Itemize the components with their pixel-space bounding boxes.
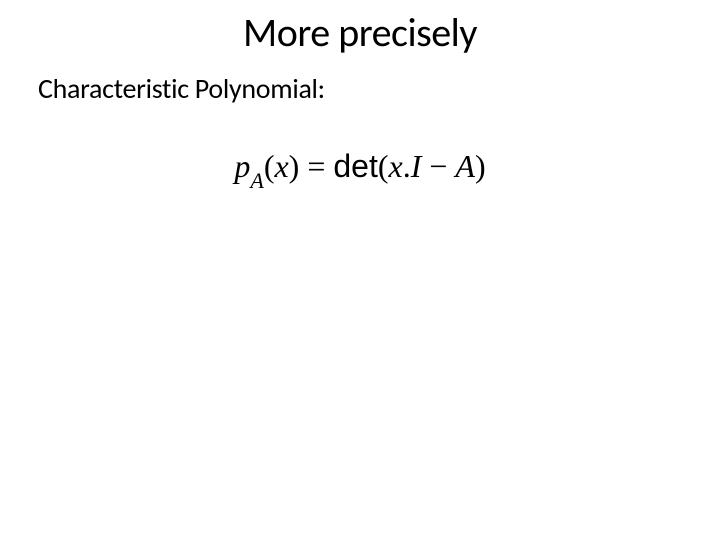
eq-open-paren2: (	[378, 148, 389, 184]
eq-equals: =	[299, 148, 333, 184]
slide-container: More precisely Characteristic Polynomial…	[0, 8, 720, 548]
equation-content: pA(x) = det(x.I − A)	[234, 148, 485, 190]
eq-dot: .	[403, 148, 411, 184]
eq-minus: −	[421, 148, 455, 184]
eq-A2: A	[455, 148, 475, 184]
eq-det: det	[333, 148, 377, 184]
eq-I: I	[411, 148, 422, 184]
eq-x2: x	[389, 148, 403, 184]
slide-subtitle: Characteristic Polynomial:	[38, 71, 720, 106]
eq-x1: x	[274, 148, 288, 184]
equation-block: pA(x) = det(x.I − A)	[0, 148, 720, 190]
eq-open-paren1: (	[264, 148, 275, 184]
eq-sub-A: A	[250, 168, 263, 193]
eq-close-paren1: )	[289, 148, 300, 184]
eq-p: p	[234, 148, 250, 184]
eq-close-paren2: )	[475, 148, 486, 184]
slide-title: More precisely	[0, 8, 720, 57]
